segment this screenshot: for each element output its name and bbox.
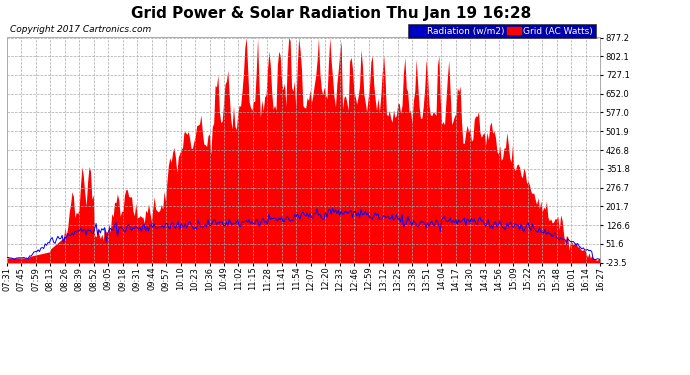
Text: Copyright 2017 Cartronics.com: Copyright 2017 Cartronics.com <box>10 25 151 34</box>
Legend: Radiation (w/m2), Grid (AC Watts): Radiation (w/m2), Grid (AC Watts) <box>408 24 595 38</box>
Text: Grid Power & Solar Radiation Thu Jan 19 16:28: Grid Power & Solar Radiation Thu Jan 19 … <box>131 6 531 21</box>
